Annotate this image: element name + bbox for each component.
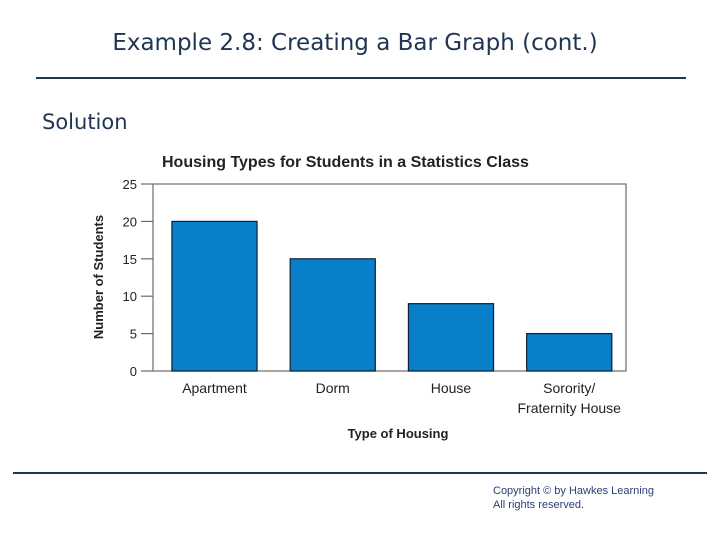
y-axis-label: Number of Students <box>91 215 106 339</box>
copyright-line-2: All rights reserved. <box>493 499 585 511</box>
x-axis-label: Type of Housing <box>348 426 449 441</box>
bar <box>171 220 258 372</box>
y-tick-label: 5 <box>130 327 137 342</box>
chart-title: Housing Types for Students in a Statisti… <box>162 154 529 171</box>
y-axis: 0 5 10 15 20 25 <box>123 177 153 379</box>
x-tick-label: Sorority/ <box>543 380 595 396</box>
bars <box>171 220 613 372</box>
footer-divider <box>13 472 707 474</box>
y-tick-label: 20 <box>123 214 137 229</box>
section-label: Solution <box>42 110 128 134</box>
y-tick-label: 10 <box>123 289 137 304</box>
y-tick-label: 25 <box>123 177 137 192</box>
x-tick-label: Apartment <box>182 380 247 396</box>
x-tick-label: Fraternity House <box>517 400 621 416</box>
x-tick-label: House <box>431 380 472 396</box>
y-tick-label: 0 <box>130 364 137 379</box>
bar <box>289 258 376 372</box>
bar <box>407 303 495 372</box>
x-tick-label: Dorm <box>316 380 350 396</box>
x-axis: Apartment Dorm House Sorority/Fraternity Ho… <box>182 380 621 416</box>
copyright-line-1: Copyright © by Hawkes Learning <box>493 485 654 497</box>
bar-chart: Housing Types for Students in a Statisti… <box>91 154 627 441</box>
title-divider <box>36 77 686 79</box>
copyright-notice: Copyright © by Hawkes Learning All right… <box>493 484 654 512</box>
plot-frame <box>152 183 627 372</box>
y-tick-label: 15 <box>123 252 137 267</box>
bar <box>526 333 613 372</box>
slide-title: Example 2.8: Creating a Bar Graph (cont.… <box>112 30 598 56</box>
